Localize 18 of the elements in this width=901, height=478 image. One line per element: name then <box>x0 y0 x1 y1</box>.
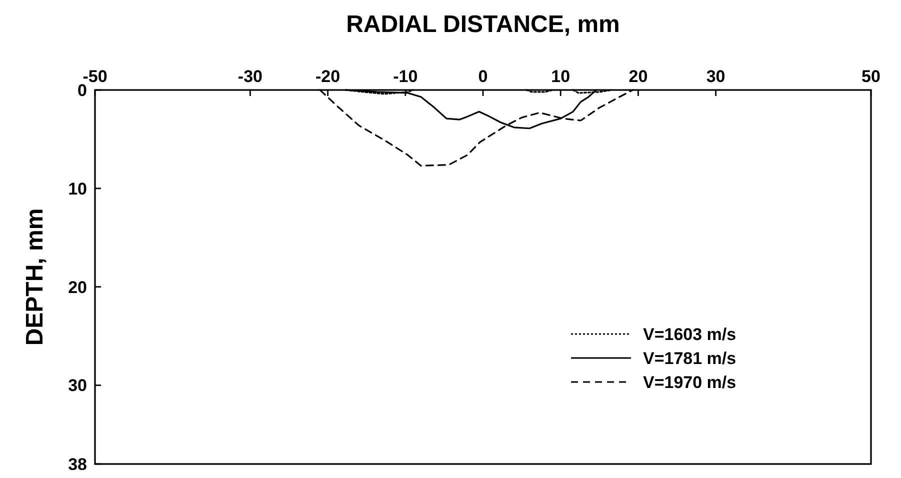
y-tick-label: 10 <box>68 179 87 198</box>
y-tick-label: 20 <box>68 278 87 297</box>
x-tick-label: 10 <box>551 67 570 86</box>
x-tick-label: -10 <box>393 67 418 86</box>
y-tick-label: 30 <box>68 376 87 396</box>
x-tick-label: -30 <box>238 67 262 86</box>
y-tick-label: 0 <box>78 80 87 100</box>
x-tick-label: -20 <box>316 67 340 86</box>
x-axis-title: RADIAL DISTANCE, mm <box>346 11 620 38</box>
legend-label: V=1781 m/s <box>643 348 736 368</box>
x-tick-label: 30 <box>706 67 726 86</box>
x-tick-label: 50 <box>862 67 880 86</box>
legend-label: V=1603 m/s <box>643 324 736 344</box>
x-tick-label: 0 <box>478 67 488 86</box>
y-axis-title: DEPTH, mm <box>21 208 48 346</box>
y-tick-label: 38 <box>68 454 87 474</box>
x-tick-label: 20 <box>628 67 648 86</box>
legend-label: V=1970 m/s <box>643 372 736 392</box>
